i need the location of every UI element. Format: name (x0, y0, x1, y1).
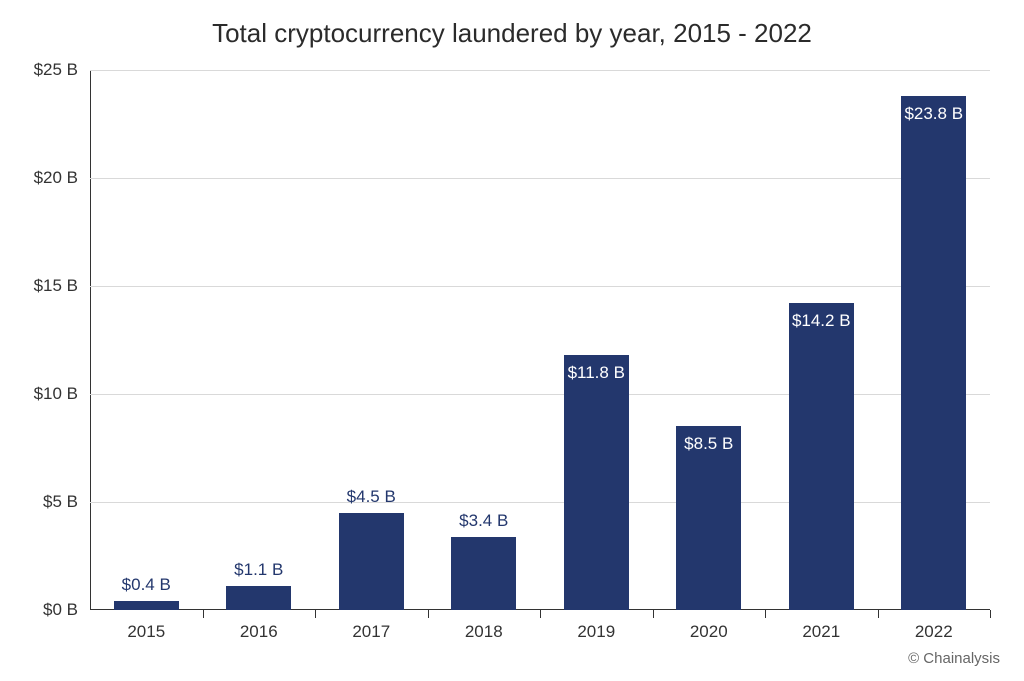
x-tick-label: 2015 (127, 622, 165, 642)
y-tick-label: $5 B (43, 492, 78, 512)
bar: $14.2 B (789, 303, 854, 610)
x-tick-label: 2020 (690, 622, 728, 642)
attribution-label: © Chainalysis (908, 650, 1000, 667)
x-tick (540, 610, 541, 618)
bar-value-label: $8.5 B (684, 434, 733, 454)
x-tick (765, 610, 766, 618)
x-tick (203, 610, 204, 618)
x-tick (428, 610, 429, 618)
bar: $1.1 B (226, 586, 291, 610)
bar: $23.8 B (901, 96, 966, 610)
chart-container: Total cryptocurrency laundered by year, … (0, 0, 1024, 681)
bar-value-label: $4.5 B (347, 487, 396, 507)
x-tick-label: 2022 (915, 622, 953, 642)
y-tick-label: $25 B (34, 60, 78, 80)
y-tick-label: $0 B (43, 600, 78, 620)
gridline (90, 286, 990, 287)
y-tick-label: $15 B (34, 276, 78, 296)
plot-area: $0 B$5 B$10 B$15 B$20 B$25 B2015$0.4 B20… (90, 70, 990, 610)
x-tick-label: 2019 (577, 622, 615, 642)
bar: $8.5 B (676, 426, 741, 610)
bar: $0.4 B (114, 601, 179, 610)
x-tick-label: 2021 (802, 622, 840, 642)
gridline (90, 70, 990, 71)
bar-value-label: $11.8 B (568, 363, 625, 383)
gridline (90, 178, 990, 179)
chart-title: Total cryptocurrency laundered by year, … (0, 18, 1024, 49)
x-tick (990, 610, 991, 618)
bar-value-label: $3.4 B (459, 511, 508, 531)
y-tick-label: $20 B (34, 168, 78, 188)
x-tick (315, 610, 316, 618)
bar-value-label: $14.2 B (792, 311, 851, 331)
y-axis-line (90, 70, 91, 610)
gridline (90, 394, 990, 395)
y-tick-label: $10 B (34, 384, 78, 404)
x-tick-label: 2018 (465, 622, 503, 642)
gridline (90, 502, 990, 503)
bar: $11.8 B (564, 355, 629, 610)
bar-value-label: $1.1 B (234, 560, 283, 580)
bar-value-label: $0.4 B (122, 575, 171, 595)
x-tick-label: 2016 (240, 622, 278, 642)
bar: $3.4 B (451, 537, 516, 610)
x-tick (878, 610, 879, 618)
x-tick (653, 610, 654, 618)
x-tick-label: 2017 (352, 622, 390, 642)
bar-value-label: $23.8 B (904, 104, 963, 124)
bar: $4.5 B (339, 513, 404, 610)
